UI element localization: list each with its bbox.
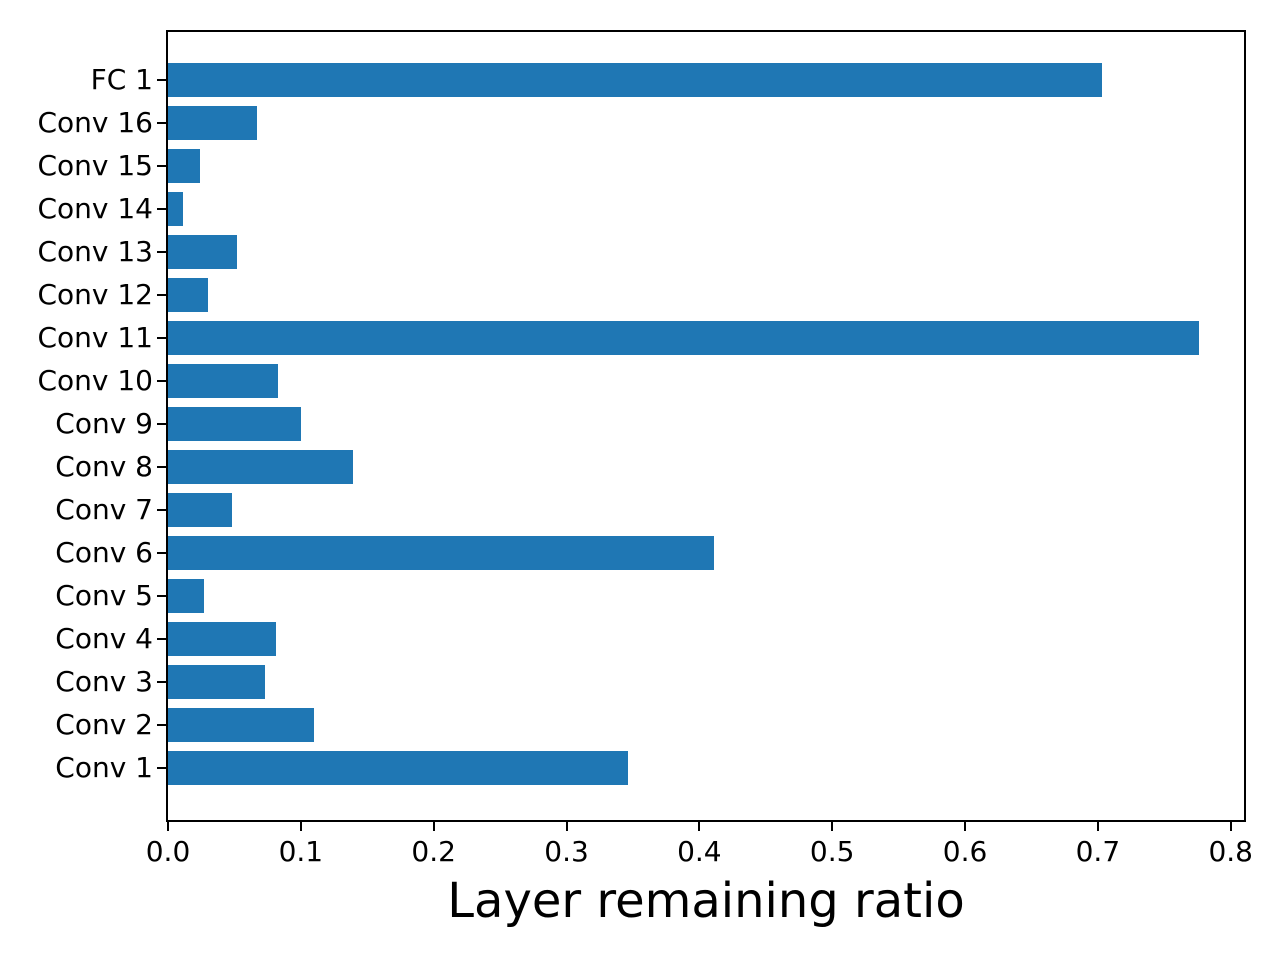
bar-conv-5 — [168, 579, 204, 613]
y-tick-label: Conv 8 — [55, 450, 153, 483]
bar-conv-9 — [168, 407, 301, 441]
y-tick-label: Conv 1 — [55, 751, 153, 784]
x-axis-label: Layer remaining ratio — [447, 873, 965, 929]
bar-conv-6 — [168, 536, 714, 570]
y-tick-label: Conv 7 — [55, 493, 153, 526]
y-tick — [157, 767, 166, 769]
y-tick-label: Conv 15 — [37, 149, 153, 182]
y-tick — [157, 337, 166, 339]
y-tick — [157, 638, 166, 640]
bar-conv-16 — [168, 106, 257, 140]
y-tick — [157, 552, 166, 554]
bar-conv-2 — [168, 708, 315, 742]
y-tick-label: Conv 13 — [37, 235, 153, 268]
bar-conv-1 — [168, 751, 628, 785]
x-tick-label: 0.8 — [1208, 835, 1253, 868]
y-tick — [157, 380, 166, 382]
y-tick-label: Conv 5 — [55, 579, 153, 612]
x-tick — [1229, 822, 1232, 831]
y-tick — [157, 251, 166, 253]
y-tick — [157, 423, 166, 425]
y-tick — [157, 466, 166, 468]
y-tick-label: Conv 9 — [55, 407, 153, 440]
x-tick-label: 0.5 — [809, 835, 855, 868]
y-tick-label: FC 1 — [90, 63, 153, 96]
bar-conv-10 — [168, 364, 279, 398]
x-tick — [698, 822, 701, 831]
y-tick — [157, 724, 166, 726]
x-tick-label: 0.4 — [677, 835, 722, 868]
x-tick — [1096, 822, 1099, 831]
y-tick-label: Conv 14 — [37, 192, 153, 225]
x-tick-label: 0.1 — [278, 835, 324, 868]
y-tick-label: Conv 10 — [37, 364, 153, 397]
y-tick — [157, 509, 166, 511]
y-tick-label: Conv 2 — [55, 708, 153, 741]
x-tick-label: 0.6 — [942, 835, 988, 868]
x-tick — [432, 822, 435, 831]
bar-conv-11 — [168, 321, 1199, 355]
y-tick — [157, 165, 166, 167]
y-tick-label: Conv 6 — [55, 536, 153, 569]
y-tick-label: Conv 16 — [37, 106, 153, 139]
y-tick — [157, 681, 166, 683]
y-tick — [157, 79, 166, 81]
bar-conv-8 — [168, 450, 353, 484]
y-tick-label: Conv 12 — [37, 278, 153, 311]
bar-conv-4 — [168, 622, 276, 656]
bar-conv-14 — [168, 192, 183, 226]
x-tick — [565, 822, 568, 831]
y-tick — [157, 122, 166, 124]
bar-conv-3 — [168, 665, 265, 699]
y-tick-label: Conv 11 — [37, 321, 153, 354]
bar-conv-15 — [168, 149, 200, 183]
bar-fc-1 — [168, 63, 1102, 97]
x-tick-label: 0.3 — [544, 835, 589, 868]
x-tick — [964, 822, 967, 831]
y-tick-label: Conv 4 — [55, 622, 153, 655]
bar-conv-7 — [168, 493, 232, 527]
x-tick-label: 0.0 — [145, 835, 191, 868]
y-tick — [157, 208, 166, 210]
x-tick-label: 0.7 — [1075, 835, 1121, 868]
plot-area — [166, 30, 1246, 822]
y-tick — [157, 595, 166, 597]
x-tick-label: 0.2 — [411, 835, 456, 868]
x-tick — [831, 822, 834, 831]
x-tick — [299, 822, 302, 831]
x-tick — [167, 822, 169, 831]
y-tick — [157, 294, 166, 296]
bar-conv-13 — [168, 235, 238, 269]
bar-conv-12 — [168, 278, 208, 312]
y-tick-label: Conv 3 — [55, 665, 153, 698]
